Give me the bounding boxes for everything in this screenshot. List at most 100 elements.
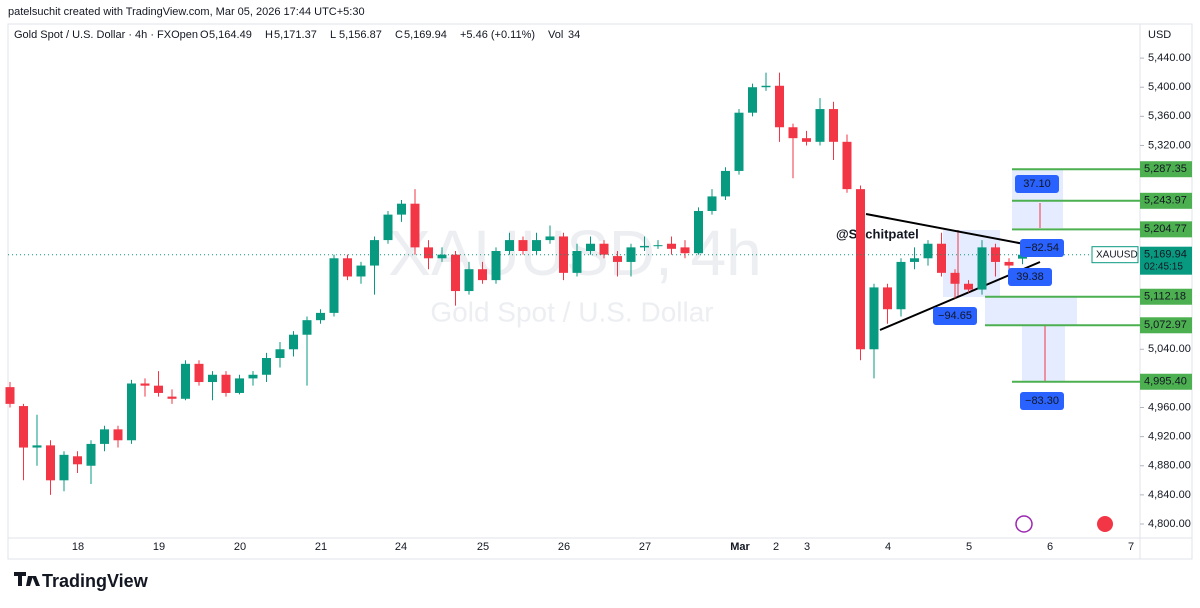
candle-body <box>235 378 244 393</box>
candle-body <box>937 243 946 273</box>
candle-body <box>181 363 190 399</box>
level-label: 5,072.97 <box>1144 319 1187 331</box>
symbol-name: Gold Spot / U.S. Dollar · 4h · FXOpen <box>14 29 198 41</box>
candle-body <box>113 429 123 441</box>
y-tick-label: 5,440.00 <box>1148 52 1191 64</box>
candle-body <box>532 240 541 252</box>
measure-box <box>1022 325 1065 382</box>
candle-body <box>869 287 879 350</box>
ohlc-value: 5,156.87 <box>339 29 382 41</box>
y-tick-label: 4,840.00 <box>1148 489 1191 501</box>
measure-label: −94.65 <box>938 310 972 322</box>
candle-body <box>86 443 96 466</box>
x-tick-label: 26 <box>558 541 570 553</box>
candle-body <box>667 243 676 249</box>
x-tick-label: 24 <box>395 541 407 553</box>
measure-label: 37.10 <box>1023 178 1051 190</box>
events-icon[interactable] <box>1015 515 1033 533</box>
candle-body <box>721 170 730 197</box>
candle-body <box>829 109 838 142</box>
candle-body <box>478 269 487 281</box>
measure-label-bg <box>1008 268 1052 286</box>
x-tick-label: 18 <box>72 541 84 553</box>
candle-body <box>572 251 582 273</box>
candle-body <box>883 287 892 310</box>
watermark-description: Gold Spot / U.S. Dollar <box>430 296 713 327</box>
measure-label: 39.38 <box>1016 271 1044 283</box>
change: +5.46 (+0.11%) <box>460 29 535 41</box>
candle-body <box>451 254 460 292</box>
candle-body <box>748 87 757 113</box>
symbol-tag: XAUUSD <box>1096 249 1138 260</box>
x-tick-label: 4 <box>885 541 891 553</box>
candle-body <box>275 349 285 359</box>
candle-body <box>221 374 231 393</box>
candle-body <box>680 247 690 254</box>
candle-body <box>289 334 298 350</box>
candle-body <box>923 243 933 259</box>
volume-key: Vol <box>548 29 563 41</box>
y-tick-label: 5,360.00 <box>1148 110 1191 122</box>
candle-body <box>248 374 258 379</box>
x-tick-label: 6 <box>1047 541 1053 553</box>
candle-body <box>437 254 447 259</box>
flag-icon[interactable] <box>1097 516 1113 532</box>
level-tag <box>1140 288 1192 305</box>
currency: USD <box>1148 29 1171 41</box>
y-tick-label: 4,960.00 <box>1148 401 1191 413</box>
candle-body <box>788 127 798 139</box>
measure-label-bg <box>1020 239 1064 257</box>
candle-body <box>640 245 649 248</box>
candle-body <box>424 247 433 259</box>
candle-body <box>383 214 393 241</box>
candle-body <box>343 258 352 277</box>
candle-body <box>896 261 906 310</box>
y-tick-label: 5,400.00 <box>1148 81 1191 93</box>
level-label: 5,112.18 <box>1144 291 1186 303</box>
y-tick-label: 4,880.00 <box>1148 460 1191 472</box>
candle-body <box>977 247 987 290</box>
candle-body <box>410 203 420 248</box>
y-tick-label: 4,920.00 <box>1148 431 1191 443</box>
triangle-upper <box>865 213 1041 248</box>
candle-body <box>127 383 136 441</box>
measure-label-bg <box>1020 392 1064 410</box>
candle-body <box>586 243 595 252</box>
x-tick-label: 27 <box>639 541 651 553</box>
x-tick-label: 2 <box>773 541 779 553</box>
x-tick-label: Mar <box>730 541 750 553</box>
ohlc-value: 5,164.49 <box>209 29 252 41</box>
level-label: 4,995.40 <box>1144 376 1187 388</box>
candle-body <box>910 258 919 262</box>
candle-body <box>100 429 109 444</box>
candle-body <box>356 265 366 277</box>
ohlc-key: H <box>265 29 273 41</box>
measure-label: −82.54 <box>1025 242 1059 254</box>
y-tick-label: 5,320.00 <box>1148 139 1191 151</box>
level-tag <box>1140 221 1192 238</box>
candle-body <box>991 247 1000 262</box>
candle-body <box>19 406 28 448</box>
level-tag <box>1140 192 1192 209</box>
level-label: 5,287.35 <box>1144 163 1187 175</box>
candle-body <box>626 247 636 262</box>
y-tick-label: 5,040.00 <box>1148 343 1191 355</box>
candle-body <box>613 256 622 262</box>
candle-body <box>316 312 325 321</box>
x-tick-label: 19 <box>153 541 165 553</box>
candle-body <box>140 383 150 386</box>
candle-body <box>32 445 42 448</box>
candle-body <box>815 109 825 142</box>
candle-body <box>397 203 406 215</box>
candle-body <box>856 189 865 350</box>
candle-body <box>464 269 474 292</box>
ohlc-key: C <box>395 29 403 41</box>
x-tick-label: 5 <box>966 541 972 553</box>
x-tick-label: 25 <box>477 541 489 553</box>
candle-body <box>370 240 379 266</box>
ohlc-key: L <box>330 29 336 41</box>
measure-label: −83.30 <box>1025 395 1059 407</box>
candle-body <box>559 236 568 273</box>
candle-body <box>653 245 663 247</box>
